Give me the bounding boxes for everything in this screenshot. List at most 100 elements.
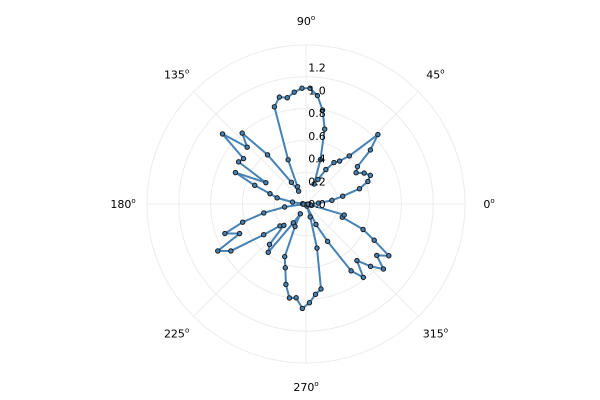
data-point (319, 107, 326, 113)
data-point (235, 159, 242, 165)
data-point (292, 223, 298, 230)
data-point (360, 274, 367, 281)
angular-tick-label: 270o (293, 380, 318, 394)
data-point (318, 286, 324, 292)
data-point (271, 104, 278, 110)
angular-tick-label: 315o (423, 326, 448, 340)
data-point (313, 221, 319, 228)
angular-tick-label: 0o (483, 197, 494, 211)
data-point (263, 179, 269, 186)
data-point (284, 95, 290, 101)
data-point (353, 170, 359, 176)
data-point (348, 268, 354, 274)
grid-spoke (305, 91, 419, 205)
grid-spoke (305, 203, 419, 317)
data-point (307, 85, 313, 91)
data-point (286, 295, 293, 301)
data-point (367, 147, 374, 153)
data-point (371, 237, 377, 243)
data-point (354, 257, 360, 264)
data-point (299, 305, 306, 312)
data-point (346, 153, 353, 159)
grid-spoke (193, 203, 307, 317)
data-point (315, 200, 322, 206)
data-point (374, 252, 380, 259)
data-point (324, 238, 331, 245)
data-point (314, 92, 321, 99)
data-point (281, 222, 287, 229)
data-point (306, 300, 313, 306)
data-point (266, 241, 273, 248)
data-point (261, 210, 267, 216)
data-point (228, 248, 234, 254)
data-point (375, 131, 381, 138)
data-point (232, 169, 239, 176)
data-point (261, 232, 267, 238)
data-point (367, 263, 374, 270)
radial-tick-label: 0.2 (308, 175, 326, 188)
data-point (299, 85, 305, 91)
angular-tick-label: 45o (426, 68, 444, 82)
data-point (311, 181, 317, 187)
series-layer (215, 85, 392, 312)
data-point (289, 199, 296, 205)
data-point (222, 230, 228, 237)
data-point (339, 193, 346, 199)
data-point (265, 249, 271, 256)
angular-tick-label: 135o (164, 68, 189, 82)
radial-tick-label: 0.4 (308, 153, 326, 166)
data-point (297, 211, 304, 217)
data-point (274, 195, 280, 201)
data-point (291, 89, 297, 95)
data-point (341, 212, 347, 218)
data-point (282, 253, 288, 260)
data-point (360, 226, 366, 233)
data-point (282, 265, 288, 271)
radial-tick-label: 1.2 (308, 62, 326, 75)
data-point (367, 172, 374, 179)
data-point (336, 158, 343, 164)
data-point (294, 183, 301, 190)
radial-tick-labels: 0.0 0.2 0.4 0.6 0.8 1.0 1.2 (308, 62, 326, 211)
data-point (361, 170, 367, 176)
data-point (219, 131, 226, 137)
data-point (264, 152, 271, 158)
data-point (314, 245, 320, 251)
data-point (293, 295, 299, 301)
angular-tick-label: 180o (110, 197, 135, 211)
data-point (239, 219, 246, 225)
data-point (365, 178, 371, 185)
data-point (312, 291, 319, 298)
data-point (317, 157, 324, 163)
data-point (331, 159, 337, 166)
data-point (354, 163, 361, 170)
data-point (323, 166, 329, 173)
data-point (283, 281, 289, 288)
data-point (236, 230, 243, 237)
radial-tick-label: 0.8 (308, 107, 326, 120)
data-point (386, 253, 392, 259)
data-point (380, 266, 387, 272)
data-point (267, 190, 273, 197)
data-point (321, 126, 328, 132)
data-point (285, 157, 291, 163)
data-point (329, 197, 335, 204)
data-point (288, 179, 295, 186)
radial-tick-label: 0.6 (308, 130, 326, 143)
data-point (356, 185, 363, 192)
data-point (239, 130, 245, 136)
data-point (215, 248, 221, 254)
angular-tick-labels: 0o 45o 90o 135o 180o 225o 270o 315o (110, 14, 494, 394)
angular-tick-label: 90o (297, 14, 315, 28)
data-point (305, 201, 311, 207)
data-point (295, 188, 302, 194)
radial-tick-label: 1.0 (308, 84, 326, 97)
data-point (315, 176, 321, 183)
data-point (307, 214, 313, 220)
data-point (281, 204, 288, 210)
radial-tick-label: 0.0 (308, 198, 326, 211)
data-point (240, 155, 247, 162)
data-point (276, 94, 283, 100)
angular-tick-label: 225o (164, 326, 189, 340)
